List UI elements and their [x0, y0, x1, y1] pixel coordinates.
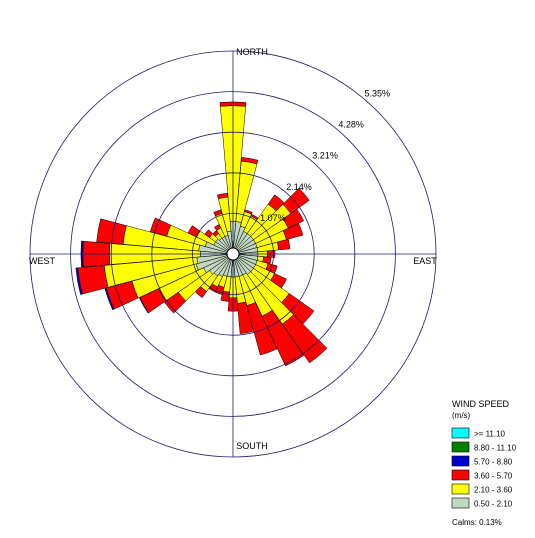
sector-130-segment-2 [281, 293, 315, 325]
sector-280-segment-2 [96, 218, 127, 245]
sector-240-segment-3 [138, 297, 150, 314]
legend: WIND SPEED (m/s) >= 11.10 8.80 - 11.10 5.7… [451, 399, 517, 527]
wind-rose-sectors [75, 101, 328, 367]
direction-label-south: SOUTH [236, 441, 268, 451]
direction-label-east: EAST [413, 256, 437, 266]
ring-label-1: 1.07% [260, 213, 286, 223]
sector-60-segment-2 [282, 208, 305, 229]
ring-label-3: 3.21% [312, 151, 338, 161]
sector-80-segment-2 [276, 238, 291, 251]
direction-label-west: WEST [29, 256, 56, 266]
legend-swatch-3 [451, 455, 470, 467]
legend-swatch-1 [451, 427, 470, 439]
legend-label-5: 2.10 - 3.60 [474, 486, 513, 495]
sector-350-segment-2 [217, 192, 229, 200]
ring-label-5: 5.35% [365, 89, 391, 99]
ring-label-2: 2.14% [286, 182, 312, 192]
sector-40-segment-2 [267, 194, 285, 212]
sector-10-segment-2 [241, 157, 259, 165]
legend-label-2: 8.80 - 11.10 [474, 444, 517, 453]
sector-150-segment-2 [261, 309, 305, 367]
legend-items: >= 11.10 8.80 - 11.10 5.70 - 8.80 3.60 - 5.… [451, 427, 517, 509]
wind-rose-labels: NORTH EAST SOUTH WEST 1.07% 2.14% 3.21% 4.2… [29, 47, 437, 451]
sector-310-segment-2 [204, 229, 213, 238]
legend-title: WIND SPEED [452, 399, 510, 409]
sector-230-segment-2 [164, 292, 187, 314]
sector-50-segment-2 [282, 187, 310, 214]
sector-170-segment-2 [237, 301, 254, 334]
center-hub [226, 247, 240, 261]
sector-260-segment-2 [77, 265, 109, 295]
legend-swatch-4 [451, 469, 470, 481]
sector-260-segment-3 [75, 267, 83, 295]
sector-160-segment-2 [246, 302, 278, 356]
legend-label-4: 3.60 - 5.70 [474, 472, 513, 481]
legend-calms: Calms: 0.13% [452, 518, 502, 527]
wind-rose-grid [29, 50, 437, 458]
sector-70-segment-2 [282, 223, 304, 240]
legend-label-6: 0.50 - 2.10 [474, 500, 513, 509]
ring-label-4: 4.28% [338, 120, 364, 130]
direction-label-north: NORTH [236, 47, 268, 57]
legend-label-1: >= 11.10 [474, 430, 506, 439]
sector-250-segment-3 [104, 287, 115, 311]
legend-swatch-6 [451, 497, 470, 509]
sector-140-segment-2 [281, 314, 328, 364]
legend-unit: (m/s) [452, 411, 471, 420]
sector-290-segment-2 [149, 217, 172, 237]
legend-label-3: 5.70 - 8.80 [474, 458, 513, 467]
sector-300-segment-2 [187, 225, 201, 238]
legend-swatch-5 [451, 483, 470, 495]
sector-20-segment-2 [244, 209, 253, 215]
legend-swatch-2 [451, 441, 470, 453]
